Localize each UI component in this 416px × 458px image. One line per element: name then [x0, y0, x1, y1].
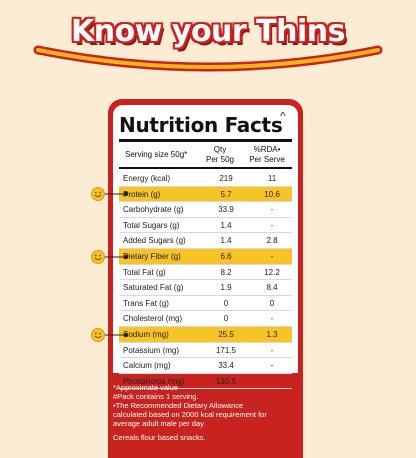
- smile-arc-decoration: [33, 45, 383, 72]
- nutrient-name: Energy (kcal): [123, 174, 171, 183]
- smiley-icon: [91, 327, 129, 342]
- nutrient-qty: 1.4: [220, 220, 232, 230]
- serving-size-label: Serving size 50g*: [125, 150, 188, 159]
- nutrient-rda: 11: [267, 174, 277, 183]
- nutrient-qty: 8.2: [220, 267, 232, 277]
- nutrient-row: Dietary Fiber (g) 6.6 -: [119, 249, 292, 265]
- nutrient-name: Added Sugars (g): [123, 236, 186, 246]
- nutrient-rda: 1.3: [266, 330, 278, 339]
- title-rule: [119, 139, 292, 142]
- footnote-line: calculated based on 2000 kcal requiremen…: [113, 410, 267, 419]
- nutrient-row: Saturated Fat (g) 1.9 8.4: [119, 280, 292, 296]
- footnote-line: •The Recommended Dietary Allowance: [113, 401, 244, 410]
- nutrient-qty: 1.4: [220, 236, 232, 246]
- nutrient-row: Carbohydrate (g) 33.9 -: [119, 202, 292, 218]
- nutrition-panel: Nutrition Facts ^ Serving size 50g* Qty …: [113, 105, 298, 390]
- nutrient-qty: 0: [223, 314, 229, 324]
- nutrient-name: Protein (g): [123, 189, 161, 199]
- nutrient-name: Calcium (mg): [123, 361, 171, 371]
- nutrient-name: Phosphorus (mg): [123, 376, 185, 386]
- nutrition-card: Nutrition Facts ^ Serving size 50g* Qty …: [108, 99, 303, 458]
- nutrient-row: Potassium (mg) 171.5 -: [119, 343, 292, 359]
- nutrient-rda: -: [270, 376, 274, 386]
- nutrient-rda: -: [270, 361, 274, 371]
- nutrient-rda: 0: [269, 298, 275, 308]
- nutrient-rda: 2.8: [266, 236, 278, 246]
- nutrient-qty: 0: [223, 298, 229, 308]
- nutrient-qty: 6.6: [220, 252, 232, 261]
- caret-icon: ^: [280, 109, 286, 123]
- nutrient-name: Total Fat (g): [123, 267, 166, 277]
- nutrient-name: Cholesterol (mg): [123, 314, 183, 324]
- qty-header: Qty Per 50g: [205, 145, 235, 164]
- nutrient-qty: 5.7: [220, 189, 232, 199]
- nutrient-row: Total Fat (g) 8.2 12.2: [119, 265, 292, 281]
- smiley-icon: [91, 187, 129, 202]
- footnote-line: #Pack contains 1 serving.: [113, 392, 199, 401]
- nutrient-row: Cholesterol (mg) 0 -: [119, 311, 292, 327]
- nutrient-row: Protein (g) 5.7 10.6: [119, 186, 292, 203]
- nutrient-qty: 219: [219, 174, 233, 183]
- footnote-line: *Approximate value: [113, 383, 179, 392]
- nutrient-row: Sodium (mg) 25.5 1.3: [119, 327, 292, 343]
- nutrient-rda: -: [270, 345, 274, 355]
- nutrient-name: Trans Fat (g): [123, 298, 169, 308]
- nutrient-row: Calcium (mg) 33.4 -: [119, 358, 292, 374]
- header-rule: [119, 167, 292, 169]
- nutrient-row: Added Sugars (g) 1.4 2.8: [119, 233, 292, 249]
- smiley-icon: [91, 249, 129, 264]
- nutrient-rda: -: [270, 252, 274, 261]
- rda-header: %RDA• Per Serve: [249, 145, 285, 164]
- nutrient-rda: 10.6: [264, 189, 280, 199]
- nutrient-name: Total Sugars (g): [123, 220, 180, 230]
- nutrient-qty: 33.4: [218, 361, 234, 371]
- nutrient-qty: 33.9: [218, 205, 234, 215]
- nutrient-qty: 130.5: [215, 376, 237, 386]
- nutrient-row: Energy (kcal) 219 11: [119, 171, 292, 187]
- nutrient-name: Saturated Fat (g): [123, 283, 184, 293]
- nutrient-name: Carbohydrate (g): [123, 205, 184, 215]
- headline: Know your Thins: [71, 14, 345, 49]
- nutrient-row: Trans Fat (g) 0 0: [119, 296, 292, 312]
- nutrient-rda: 8.4: [266, 283, 278, 293]
- nutrient-name: Sodium (mg): [123, 330, 169, 339]
- nutrient-name: Dietary Fiber (g): [123, 252, 181, 261]
- nutrient-rda: 12.2: [264, 267, 280, 277]
- nutrient-qty: 1.9: [220, 283, 232, 293]
- nutrient-rda: -: [270, 220, 274, 230]
- nutrient-rda: -: [270, 314, 274, 324]
- footnotes: *Approximate value #Pack contains 1 serv…: [113, 383, 298, 442]
- nutrient-qty: 25.5: [218, 330, 234, 339]
- nutrition-facts-title: Nutrition Facts: [119, 113, 283, 137]
- nutrient-row: Phosphorus (mg) 130.5 -: [119, 374, 292, 390]
- nutrient-name: Potassium (mg): [123, 345, 180, 355]
- nutrient-rda: -: [270, 205, 274, 215]
- nutrient-qty: 171.5: [215, 345, 237, 355]
- footnote-line: average adult male per day.: [113, 419, 206, 428]
- nutrient-row: Total Sugars (g) 1.4 -: [119, 218, 292, 234]
- footer-note: Cereals flour based snacks.: [113, 433, 206, 442]
